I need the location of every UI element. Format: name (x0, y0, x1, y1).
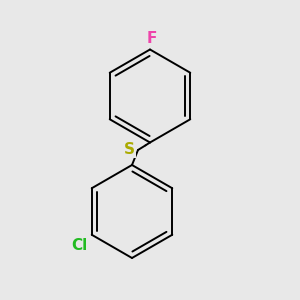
Text: F: F (146, 31, 157, 46)
Text: Cl: Cl (71, 238, 87, 253)
Text: S: S (124, 142, 135, 157)
